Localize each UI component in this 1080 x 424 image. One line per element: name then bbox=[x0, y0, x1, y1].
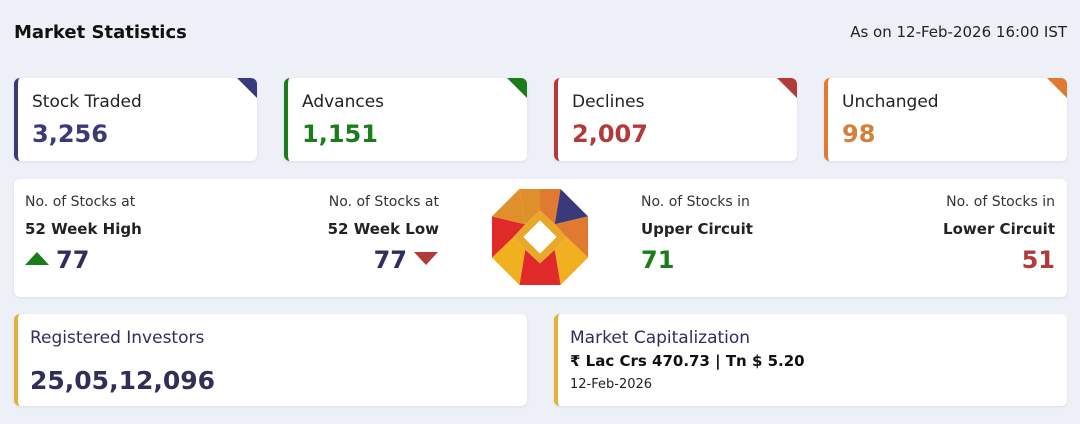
stat-card-unchanged[interactable]: Unchanged 98 bbox=[824, 78, 1067, 161]
stat-label: Unchanged bbox=[842, 92, 939, 112]
lower-circuit-sub: No. of Stocks in bbox=[946, 194, 1055, 210]
week52-low-value: 77 bbox=[373, 246, 407, 274]
upper-circuit-label: Upper Circuit bbox=[641, 220, 753, 238]
as-of-timestamp: As on 12-Feb-2026 16:00 IST bbox=[850, 23, 1067, 41]
market-cap-value: ₹ Lac Crs 470.73 | Tn $ 5.20 bbox=[570, 352, 805, 370]
market-cap-card[interactable]: Market Capitalization ₹ Lac Crs 470.73 |… bbox=[554, 314, 1067, 406]
investors-label: Registered Investors bbox=[30, 328, 205, 348]
stat-card-stock-traded[interactable]: Stock Traded 3,256 bbox=[14, 78, 257, 161]
registered-investors-card[interactable]: Registered Investors 25,05,12,096 bbox=[14, 314, 527, 406]
stat-card-advances[interactable]: Advances 1,151 bbox=[284, 78, 527, 161]
week52-low-label: 52 Week Low bbox=[327, 220, 439, 238]
week52-high-sub: No. of Stocks at bbox=[25, 194, 136, 210]
arrow-down-icon bbox=[414, 252, 438, 265]
extremes-panel: No. of Stocks at 52 Week High 77 No. of … bbox=[14, 179, 1067, 297]
lower-circuit-value: 51 bbox=[1021, 246, 1055, 274]
corner-flag-icon bbox=[237, 78, 257, 98]
corner-flag-icon bbox=[507, 78, 527, 98]
market-cap-date: 12-Feb-2026 bbox=[570, 377, 653, 392]
week52-high-label: 52 Week High bbox=[25, 220, 142, 238]
upper-circuit-sub: No. of Stocks in bbox=[641, 194, 750, 210]
page-title: Market Statistics bbox=[14, 22, 187, 43]
week52-high-value: 77 bbox=[56, 246, 90, 274]
stat-card-declines[interactable]: Declines 2,007 bbox=[554, 78, 797, 161]
market-cap-label: Market Capitalization bbox=[570, 328, 751, 348]
corner-flag-icon bbox=[777, 78, 797, 98]
arrow-up-icon bbox=[25, 252, 49, 265]
stat-value: 1,151 bbox=[302, 120, 378, 148]
stat-label: Advances bbox=[302, 92, 385, 112]
stat-value: 3,256 bbox=[32, 120, 108, 148]
stat-label: Stock Traded bbox=[32, 92, 142, 112]
header: Market Statistics As on 12-Feb-2026 16:0… bbox=[14, 22, 1067, 48]
stat-value: 2,007 bbox=[572, 120, 648, 148]
investors-value: 25,05,12,096 bbox=[30, 366, 216, 395]
stat-label: Declines bbox=[572, 92, 645, 112]
corner-flag-icon bbox=[1047, 78, 1067, 98]
stat-value: 98 bbox=[842, 120, 876, 148]
exchange-logo-icon bbox=[491, 188, 589, 286]
lower-circuit-label: Lower Circuit bbox=[943, 220, 1055, 238]
week52-low-sub: No. of Stocks at bbox=[328, 194, 439, 210]
upper-circuit-value: 71 bbox=[641, 246, 675, 274]
